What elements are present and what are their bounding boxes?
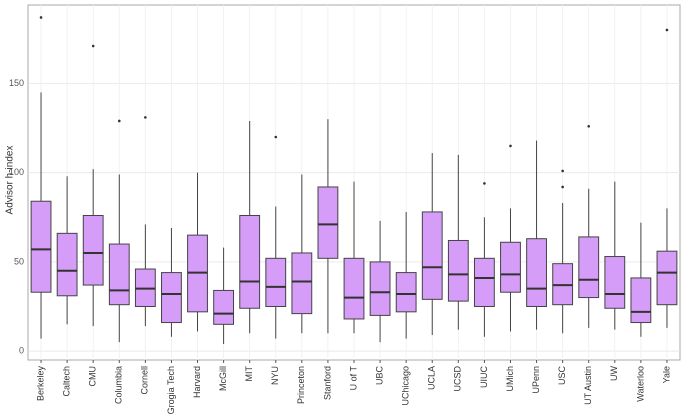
y-axis-title: Advisor h-index (5, 146, 16, 215)
box (291, 252, 313, 315)
box (447, 239, 469, 302)
x-tick-label: Yale (661, 366, 671, 383)
box (343, 257, 365, 320)
outlier (91, 44, 95, 48)
box (395, 272, 417, 313)
x-tick-label: Princeton (296, 366, 306, 404)
x-tick-label: Stanford (322, 366, 332, 400)
x-tick-label: McGill (218, 366, 228, 391)
x-tick-label: UIUC (479, 366, 489, 388)
outlier (561, 169, 564, 173)
box (82, 215, 104, 286)
x-tick-label: UCSD (453, 366, 463, 392)
x-tick-label: UMich (505, 366, 515, 392)
box (526, 238, 547, 307)
box (421, 211, 443, 300)
x-tick-label: NYU (270, 366, 280, 385)
x-tick-label: Caltech (61, 366, 71, 397)
box (578, 236, 600, 299)
box (500, 241, 521, 293)
box (108, 243, 130, 306)
y-tick-label: 100 (9, 167, 24, 177)
x-tick-label: Columbia (114, 366, 124, 404)
outlier (587, 125, 591, 128)
outlier (509, 144, 512, 148)
box (656, 250, 678, 306)
x-tick-label: UT Austin (583, 366, 593, 405)
y-tick-label: 150 (9, 78, 24, 88)
box (161, 272, 182, 324)
box (56, 232, 78, 297)
outlier (665, 28, 669, 32)
box (265, 257, 287, 307)
x-tick-label: UCLA (427, 366, 437, 390)
box (369, 261, 391, 316)
x-tick-label: Waterloo (635, 366, 645, 402)
x-tick-label: Harvard (192, 366, 202, 398)
box (317, 186, 339, 259)
x-tick-label: Grogia Tech (166, 366, 176, 414)
x-tick-label: Cornell (140, 366, 150, 395)
x-tick-label: UW (609, 366, 619, 381)
box (630, 277, 652, 324)
x-tick-label: UBC (374, 366, 384, 386)
x-tick-label: USC (557, 366, 567, 386)
x-tick-label: UChicago (401, 366, 411, 406)
outlier (39, 16, 43, 19)
outlier (274, 135, 278, 139)
outlier (561, 185, 564, 189)
outlier (483, 182, 486, 185)
box (213, 289, 235, 325)
x-tick-label: UPenn (531, 366, 541, 394)
box (604, 256, 626, 309)
box (473, 257, 495, 307)
y-tick-label: 0 (19, 345, 24, 355)
outlier (117, 119, 121, 123)
box (30, 200, 52, 293)
box (239, 215, 261, 309)
x-tick-label: Berkeley (35, 366, 45, 402)
outlier (144, 116, 147, 119)
x-tick-label: CMU (88, 366, 98, 387)
x-tick-label: MIT (244, 366, 254, 382)
x-tick-label: U of T (348, 366, 358, 391)
y-tick-label: 50 (14, 256, 24, 266)
